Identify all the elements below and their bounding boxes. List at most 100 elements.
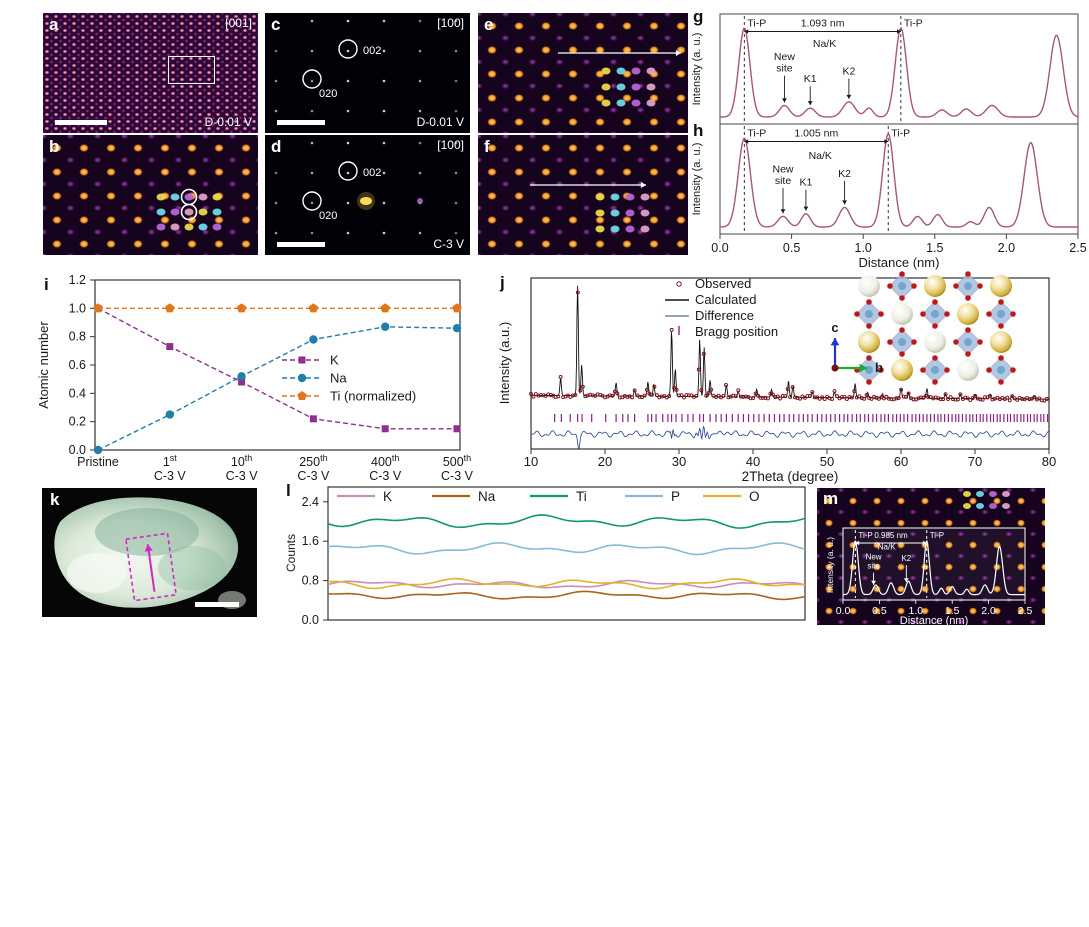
svg-text:K2: K2 bbox=[838, 168, 851, 180]
svg-text:K1: K1 bbox=[804, 73, 817, 85]
scale-bar bbox=[195, 602, 239, 607]
svg-text:K1: K1 bbox=[799, 177, 812, 189]
panel-letter-d: d bbox=[271, 137, 282, 156]
svg-text:70: 70 bbox=[968, 454, 982, 469]
panel-l-eds-linescan-chart: Counts 0.0 0.8 1.6 2.4 K Na Ti P O bbox=[284, 486, 806, 626]
panel-c-diffraction: c [100] D-0.01 V 002 020 bbox=[265, 13, 470, 133]
panel-letter-e: e bbox=[484, 15, 494, 34]
svg-text:Bragg position: Bragg position bbox=[695, 324, 778, 339]
panel-letter-j: j bbox=[500, 273, 505, 292]
svg-text:Intensity (a.u.): Intensity (a.u.) bbox=[497, 322, 512, 404]
panel-letter-m: m bbox=[823, 489, 839, 508]
zone-axis-label-d: [100] bbox=[437, 138, 464, 152]
svg-text:Ti (normalized): Ti (normalized) bbox=[330, 389, 416, 404]
svg-text:O: O bbox=[749, 489, 760, 504]
svg-text:30: 30 bbox=[672, 454, 686, 469]
svg-text:1.0: 1.0 bbox=[69, 301, 86, 315]
svg-text:Distance (nm): Distance (nm) bbox=[859, 255, 940, 270]
svg-text:400th: 400th bbox=[371, 453, 399, 469]
panel-a-stem-image: a [001] D-0.01 V bbox=[43, 13, 258, 133]
svg-text:0.6: 0.6 bbox=[69, 358, 86, 372]
panel-e-stem-image: e bbox=[478, 13, 688, 133]
svg-text:500th: 500th bbox=[443, 453, 471, 469]
svg-text:002: 002 bbox=[363, 167, 381, 179]
svg-text:1.005 nm: 1.005 nm bbox=[794, 128, 838, 140]
panel-letter-b: b bbox=[49, 137, 60, 156]
panel-b-stem-image: b bbox=[43, 135, 258, 255]
svg-text:C-3 V: C-3 V bbox=[441, 469, 474, 483]
panel-f-stem-image: f bbox=[478, 135, 688, 255]
svg-text:10: 10 bbox=[524, 454, 538, 469]
zone-axis-label-c: [100] bbox=[437, 16, 464, 30]
svg-text:New: New bbox=[774, 51, 795, 63]
svg-text:0.8: 0.8 bbox=[302, 574, 319, 588]
svg-text:Atomic number: Atomic number bbox=[36, 321, 51, 409]
svg-text:b: b bbox=[875, 360, 883, 375]
svg-text:0.0: 0.0 bbox=[302, 613, 319, 626]
svg-text:2.4: 2.4 bbox=[302, 495, 319, 509]
roi-box bbox=[168, 56, 215, 84]
condition-label-c: D-0.01 V bbox=[416, 115, 464, 129]
panel-letter-f: f bbox=[484, 137, 490, 156]
svg-text:0.0: 0.0 bbox=[711, 241, 728, 255]
svg-text:Na/K: Na/K bbox=[809, 150, 832, 162]
svg-text:Ti-P: Ti-P bbox=[747, 128, 766, 140]
atom-overlay-f bbox=[530, 182, 650, 233]
svg-text:Ti-P: Ti-P bbox=[891, 128, 910, 140]
diffraction-pattern-c: 002 020 bbox=[274, 19, 458, 113]
svg-text:0.0: 0.0 bbox=[836, 605, 851, 617]
svg-text:C-3 V: C-3 V bbox=[369, 469, 402, 483]
svg-text:Ti-P: Ti-P bbox=[930, 531, 944, 540]
svg-text:2.0: 2.0 bbox=[981, 605, 996, 617]
panel-letter-a: a bbox=[49, 15, 59, 34]
svg-text:Ti-P: Ti-P bbox=[904, 18, 923, 30]
svg-text:Intensity (a. u.): Intensity (a. u.) bbox=[691, 33, 703, 106]
svg-text:2.5: 2.5 bbox=[1069, 241, 1086, 255]
svg-text:Na/K: Na/K bbox=[813, 38, 836, 50]
svg-text:Distance (nm): Distance (nm) bbox=[900, 615, 968, 625]
panel-i-atomic-number-chart: 0.0 0.2 0.4 0.6 0.8 1.0 1.2 Atomic number Pristi… bbox=[36, 273, 474, 483]
scale-bar bbox=[55, 120, 107, 125]
svg-text:10th: 10th bbox=[231, 453, 252, 469]
svg-text:20: 20 bbox=[598, 454, 612, 469]
svg-text:Na: Na bbox=[330, 371, 347, 386]
panel-letter-h: h bbox=[693, 121, 704, 140]
scale-bar bbox=[277, 120, 325, 125]
panel-k-tem-image: k bbox=[42, 488, 257, 617]
panel-letter-l: l bbox=[286, 481, 291, 500]
svg-text:P: P bbox=[671, 489, 680, 504]
svg-text:1.0: 1.0 bbox=[908, 605, 923, 617]
svg-text:site: site bbox=[775, 175, 792, 187]
condition-label-d: C-3 V bbox=[433, 237, 464, 251]
panel-letter-i: i bbox=[44, 275, 49, 294]
svg-text:1.093 nm: 1.093 nm bbox=[801, 18, 845, 30]
svg-text:Counts: Counts bbox=[284, 534, 298, 572]
svg-text:Ti-P: Ti-P bbox=[858, 531, 872, 540]
panel-letter-g: g bbox=[693, 7, 704, 26]
panel-letter-c: c bbox=[271, 15, 281, 34]
atom-overlay-e bbox=[558, 50, 681, 107]
svg-text:K: K bbox=[383, 489, 392, 504]
svg-text:2.5: 2.5 bbox=[1018, 605, 1033, 617]
svg-text:Na/K: Na/K bbox=[878, 543, 896, 552]
svg-text:Intensity (a. u.): Intensity (a. u.) bbox=[691, 143, 703, 216]
panel-m-stem-image: m Ti-P 0.985 nm Ti-P Na/K New site K2 Intensity… bbox=[817, 488, 1045, 625]
svg-text:0.4: 0.4 bbox=[69, 386, 86, 400]
svg-text:Observed: Observed bbox=[695, 276, 751, 291]
svg-text:Ti: Ti bbox=[576, 489, 587, 504]
svg-text:Pristine: Pristine bbox=[77, 455, 119, 469]
svg-text:1.0: 1.0 bbox=[855, 241, 872, 255]
svg-text:1.6: 1.6 bbox=[302, 534, 319, 548]
svg-text:0.985 nm: 0.985 nm bbox=[874, 531, 908, 540]
particle-image bbox=[54, 497, 246, 609]
svg-text:0.2: 0.2 bbox=[69, 415, 86, 429]
svg-text:Na: Na bbox=[478, 489, 496, 504]
svg-text:Difference: Difference bbox=[695, 308, 754, 323]
svg-text:40: 40 bbox=[746, 454, 760, 469]
zone-axis-label-a: [001] bbox=[225, 16, 252, 30]
svg-text:C-3 V: C-3 V bbox=[154, 469, 187, 483]
svg-text:50: 50 bbox=[820, 454, 834, 469]
panel-j-xrd-chart: Intensity (a.u.) 10 20 30 40 50 60 70 80 2Theta (… bbox=[497, 271, 1056, 484]
